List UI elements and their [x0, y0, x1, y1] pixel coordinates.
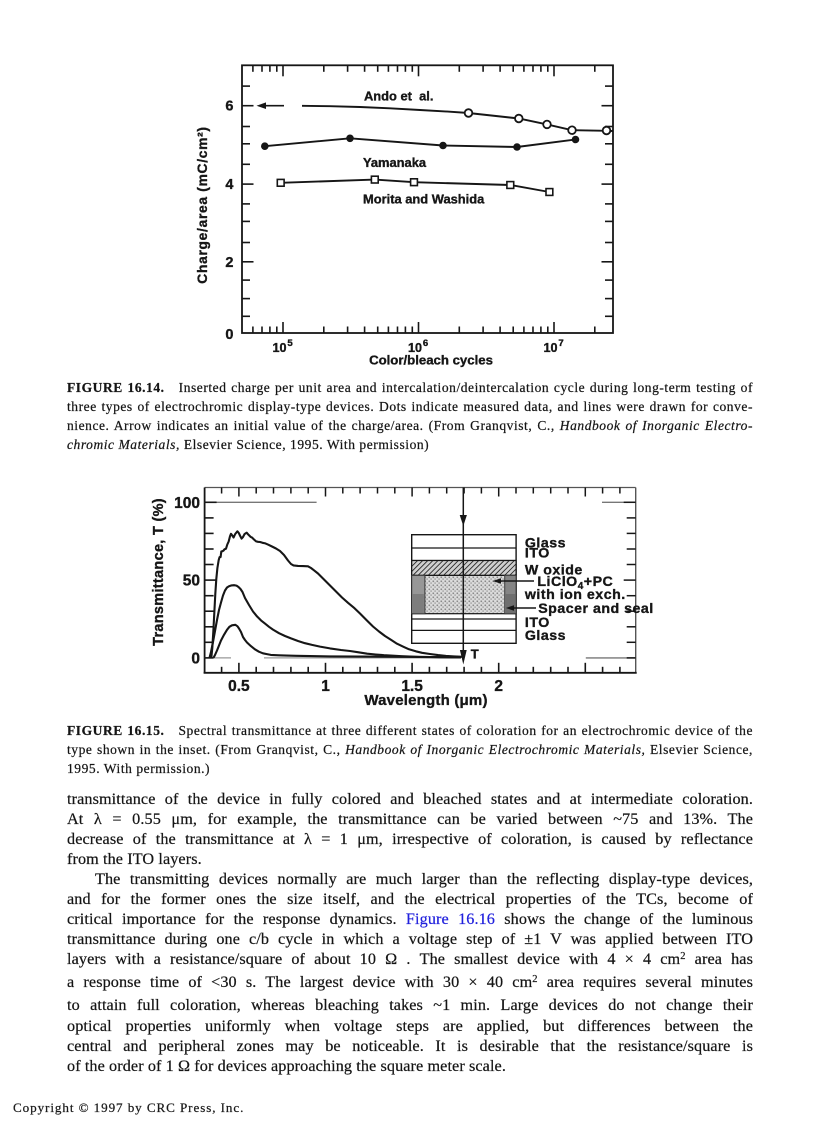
svg-text:100: 100 — [174, 495, 200, 512]
svg-text:Transmittance, T (%): Transmittance, T (%) — [151, 498, 167, 646]
svg-text:4: 4 — [225, 177, 233, 193]
svg-text:LiClO4+PC: LiClO4+PC — [537, 574, 613, 592]
svg-text:10: 10 — [272, 341, 286, 355]
svg-text:6: 6 — [225, 99, 233, 115]
svg-text:Wavelength (μm): Wavelength (μm) — [364, 692, 487, 709]
svg-text:0: 0 — [225, 327, 233, 343]
svg-text:T: T — [471, 647, 479, 662]
svg-text:5: 5 — [287, 338, 293, 349]
svg-text:7: 7 — [558, 338, 563, 349]
svg-text:2: 2 — [225, 255, 233, 271]
svg-text:50: 50 — [183, 573, 200, 590]
svg-text:Ando et al.: Ando et al. — [364, 89, 433, 104]
svg-text:0: 0 — [191, 650, 200, 667]
svg-text:Color/bleach cycles: Color/bleach cycles — [369, 353, 493, 368]
svg-text:10: 10 — [543, 341, 557, 355]
svg-text:ITO: ITO — [525, 615, 550, 631]
svg-text:W oxide: W oxide — [525, 562, 583, 578]
svg-text:2: 2 — [494, 678, 503, 695]
svg-text:Yamanaka: Yamanaka — [363, 155, 427, 170]
svg-text:1.5: 1.5 — [401, 678, 423, 695]
svg-text:Glass: Glass — [525, 536, 566, 552]
svg-text:Spacer and seal: Spacer and seal — [538, 601, 654, 617]
svg-text:Glass: Glass — [525, 628, 566, 644]
svg-text:Charge/area (mC/cm²): Charge/area (mC/cm²) — [195, 126, 210, 283]
svg-text:6: 6 — [423, 338, 428, 349]
svg-text:0.5: 0.5 — [228, 678, 250, 695]
svg-text:Morita and Washida: Morita and Washida — [363, 192, 485, 207]
svg-text:10: 10 — [408, 341, 422, 355]
svg-text:ITO: ITO — [525, 546, 550, 562]
svg-text:1: 1 — [321, 678, 330, 695]
svg-text:with ion exch.: with ion exch. — [524, 587, 626, 603]
